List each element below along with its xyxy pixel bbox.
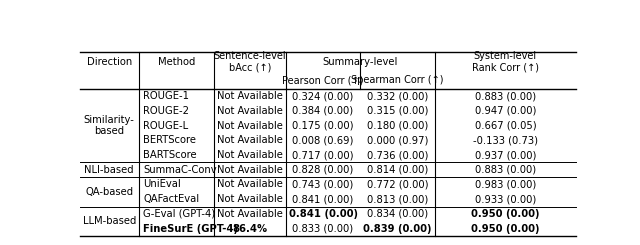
- Text: 0.841 (0.00): 0.841 (0.00): [289, 209, 358, 219]
- Text: Not Available: Not Available: [217, 194, 283, 204]
- Text: BERTScore: BERTScore: [143, 135, 196, 145]
- Text: -0.133 (0.73): -0.133 (0.73): [473, 135, 538, 145]
- Text: Not Available: Not Available: [217, 209, 283, 219]
- Text: Not Available: Not Available: [217, 121, 283, 131]
- Text: 0.828 (0.00): 0.828 (0.00): [292, 165, 354, 175]
- Text: 0.772 (0.00): 0.772 (0.00): [367, 180, 428, 189]
- Text: 86.4%: 86.4%: [232, 224, 268, 234]
- Text: LLM-based: LLM-based: [83, 216, 136, 226]
- Text: 0.883 (0.00): 0.883 (0.00): [475, 91, 536, 101]
- Text: 0.814 (0.00): 0.814 (0.00): [367, 165, 428, 175]
- Text: 0.834 (0.00): 0.834 (0.00): [367, 209, 428, 219]
- Text: 0.180 (0.00): 0.180 (0.00): [367, 121, 428, 131]
- Text: QA-based: QA-based: [85, 187, 133, 197]
- Text: 0.841 (0.00): 0.841 (0.00): [292, 194, 354, 204]
- Text: Not Available: Not Available: [217, 91, 283, 101]
- Text: Not Available: Not Available: [217, 106, 283, 116]
- Text: 0.947 (0.00): 0.947 (0.00): [475, 106, 536, 116]
- Text: 0.933 (0.00): 0.933 (0.00): [475, 194, 536, 204]
- Text: 0.839 (0.00): 0.839 (0.00): [363, 224, 432, 234]
- Text: Sentence-level
bAcc (↑): Sentence-level bAcc (↑): [214, 51, 286, 73]
- Text: 0.983 (0.00): 0.983 (0.00): [475, 180, 536, 189]
- Text: 0.717 (0.00): 0.717 (0.00): [292, 150, 354, 160]
- Text: 0.008 (0.69): 0.008 (0.69): [292, 135, 354, 145]
- Text: BARTScore: BARTScore: [143, 150, 197, 160]
- Text: 0.813 (0.00): 0.813 (0.00): [367, 194, 428, 204]
- Text: Pearson Corr (↑): Pearson Corr (↑): [282, 75, 364, 85]
- Text: Method: Method: [157, 57, 195, 67]
- Text: ROUGE-1: ROUGE-1: [143, 91, 189, 101]
- Text: 0.883 (0.00): 0.883 (0.00): [475, 165, 536, 175]
- Text: ROUGE-2: ROUGE-2: [143, 106, 189, 116]
- Text: SummaC-Conv: SummaC-Conv: [143, 165, 217, 175]
- Text: Spearman Corr (↑): Spearman Corr (↑): [351, 75, 444, 85]
- Text: QAFactEval: QAFactEval: [143, 194, 200, 204]
- Text: NLI-based: NLI-based: [84, 165, 134, 175]
- Text: Similarity-
based: Similarity- based: [84, 115, 134, 136]
- Text: 0.736 (0.00): 0.736 (0.00): [367, 150, 428, 160]
- Text: 0.000 (0.97): 0.000 (0.97): [367, 135, 428, 145]
- Text: 0.315 (0.00): 0.315 (0.00): [367, 106, 428, 116]
- Text: Not Available: Not Available: [217, 135, 283, 145]
- Text: G-Eval (GPT-4): G-Eval (GPT-4): [143, 209, 216, 219]
- Text: 0.743 (0.00): 0.743 (0.00): [292, 180, 354, 189]
- Text: ROUGE-L: ROUGE-L: [143, 121, 189, 131]
- Text: 0.950 (0.00): 0.950 (0.00): [471, 209, 540, 219]
- Text: FineSurE (GPT-4): FineSurE (GPT-4): [143, 224, 239, 234]
- Text: Not Available: Not Available: [217, 165, 283, 175]
- Text: Not Available: Not Available: [217, 180, 283, 189]
- Text: 0.950 (0.00): 0.950 (0.00): [471, 224, 540, 234]
- Text: 0.937 (0.00): 0.937 (0.00): [475, 150, 536, 160]
- Text: Summary-level: Summary-level: [323, 57, 398, 67]
- Text: 0.667 (0.05): 0.667 (0.05): [474, 121, 536, 131]
- Text: Direction: Direction: [86, 57, 132, 67]
- Text: 0.833 (0.00): 0.833 (0.00): [292, 224, 354, 234]
- Text: 0.324 (0.00): 0.324 (0.00): [292, 91, 354, 101]
- Text: 0.384 (0.00): 0.384 (0.00): [292, 106, 354, 116]
- Text: UniEval: UniEval: [143, 180, 181, 189]
- Text: 0.332 (0.00): 0.332 (0.00): [367, 91, 428, 101]
- Text: 0.175 (0.00): 0.175 (0.00): [292, 121, 354, 131]
- Text: System-level
Rank Corr (↑): System-level Rank Corr (↑): [472, 51, 539, 73]
- Text: Not Available: Not Available: [217, 150, 283, 160]
